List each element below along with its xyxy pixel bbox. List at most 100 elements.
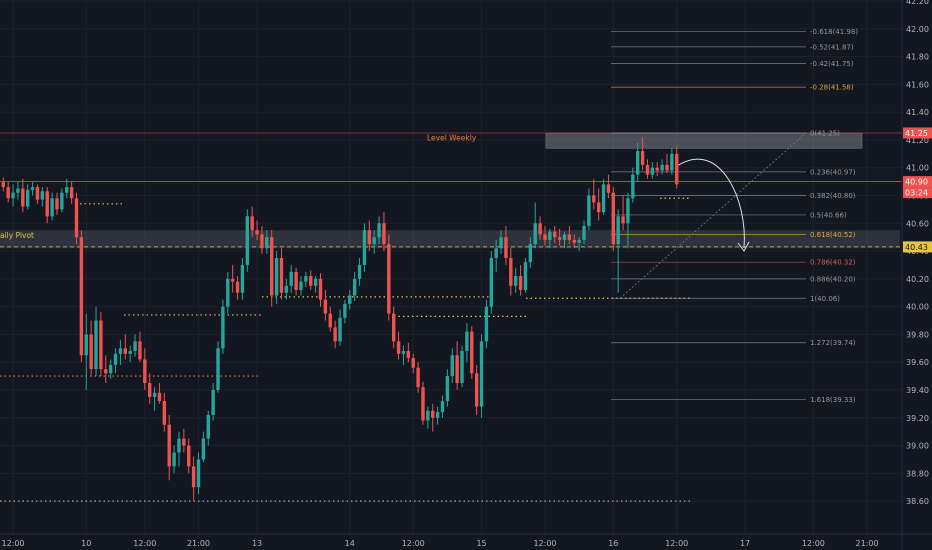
candle-body [660, 164, 664, 171]
candle-body [587, 195, 591, 227]
time-axis[interactable]: 12:00 10 12:00 21:00 13 14 12:00 15 12:00 16 12:00… [0, 533, 932, 548]
price-tag-label: 03:24 [905, 189, 928, 198]
candle-body [489, 258, 493, 307]
candle-body [211, 389, 215, 415]
x-tick-label: 17 [740, 539, 750, 548]
candle-body [533, 223, 537, 245]
candle-body [582, 226, 586, 240]
candle-body [528, 244, 533, 263]
candle-body [650, 167, 655, 175]
grid-lines [0, 0, 902, 534]
y-tick-label: 39.80 [906, 330, 929, 339]
candle-body [274, 258, 279, 296]
candle-body [494, 248, 498, 258]
candle-body [84, 334, 88, 356]
fib-label: 0.786(40.32) [810, 259, 856, 267]
candle-body [421, 387, 425, 421]
candle-body [460, 351, 464, 384]
price-tag [903, 127, 932, 139]
candle-body [133, 341, 137, 352]
candle-body [367, 230, 371, 245]
candle-body [548, 231, 552, 240]
candle-body [1, 181, 5, 188]
candle-body [440, 401, 445, 413]
y-tick-label: 39.40 [906, 386, 929, 395]
price-tags: 41.25 40.90 03:24 40.43 [903, 127, 932, 253]
candle-body [94, 320, 98, 370]
fib-label: 0.618(40.52) [810, 231, 856, 239]
y-tick-label: 41.20 [906, 136, 929, 145]
candle-body [313, 278, 318, 286]
candle-body [655, 167, 659, 171]
candle-body [191, 466, 196, 488]
candle-body [592, 195, 596, 203]
annotations: Level Weekly aily Pivot [0, 133, 750, 252]
fib-label: 1.618(39.33) [810, 396, 856, 404]
y-tick-label: 39.00 [906, 442, 929, 451]
candle-body [299, 281, 303, 290]
candle-body [323, 299, 328, 314]
candle-body [172, 452, 176, 467]
daily-pivot-label: aily Pivot [0, 231, 34, 240]
candle-body [50, 198, 54, 217]
candle-body [294, 271, 298, 290]
candle-body [11, 192, 15, 199]
candle-body [26, 189, 30, 207]
candle-body [177, 438, 181, 453]
fib-label: 1.272(39.74) [810, 339, 856, 347]
candle-body [343, 303, 347, 318]
candle-body [445, 376, 450, 402]
candle-body [401, 351, 406, 354]
dotted-levels [0, 132, 902, 502]
candle-body [270, 237, 274, 296]
candle-body [187, 445, 191, 467]
candle-body [196, 459, 201, 488]
candle-body [362, 230, 367, 265]
candle-body [128, 351, 132, 354]
projection-arrow [678, 158, 745, 249]
y-tick-label: 41.00 [906, 164, 929, 173]
candle-body [509, 258, 513, 286]
candle-body [265, 237, 269, 249]
x-tick-label: 10 [81, 539, 91, 548]
price-tag [903, 187, 932, 199]
candle-body [99, 320, 103, 370]
candle-body [235, 281, 240, 293]
x-tick-label: 15 [476, 539, 486, 548]
candle-body [396, 341, 401, 354]
candle-body [21, 188, 25, 207]
candle-body [284, 285, 289, 293]
candle-body [616, 216, 620, 245]
price-tag-label: 41.25 [905, 129, 928, 138]
candle-body [30, 187, 35, 190]
candle-body [206, 414, 210, 439]
candle-body [304, 276, 308, 282]
x-tick-label: 21:00 [856, 539, 879, 548]
x-tick-label: 13 [252, 539, 262, 548]
candle-body [416, 367, 420, 388]
candle-body [455, 355, 459, 384]
candle-body [65, 187, 69, 193]
x-tick-label: 21:00 [187, 539, 210, 548]
candle-body [621, 216, 625, 224]
candle-body [104, 369, 108, 374]
y-tick-label: 42.20 [906, 0, 929, 6]
candle-body [309, 276, 313, 286]
candle-body [474, 373, 479, 407]
fib-label: -0.52(41.87) [810, 43, 854, 51]
x-tick-label: 12:00 [402, 539, 425, 548]
fibonacci-levels: -0.618(41.98) -0.52(41.87) -0.42(41.75) -0.… [611, 28, 858, 404]
candle-body [318, 278, 323, 300]
price-tag [903, 176, 932, 188]
candle-body [357, 264, 362, 279]
candle-body [392, 313, 396, 342]
candle-body [538, 223, 542, 235]
candle-body [557, 237, 562, 240]
x-tick-label: 12:00 [665, 539, 688, 548]
candle-body [640, 151, 645, 165]
candle-body [567, 234, 572, 240]
arrow-head [737, 241, 750, 252]
candle-body [40, 191, 45, 200]
